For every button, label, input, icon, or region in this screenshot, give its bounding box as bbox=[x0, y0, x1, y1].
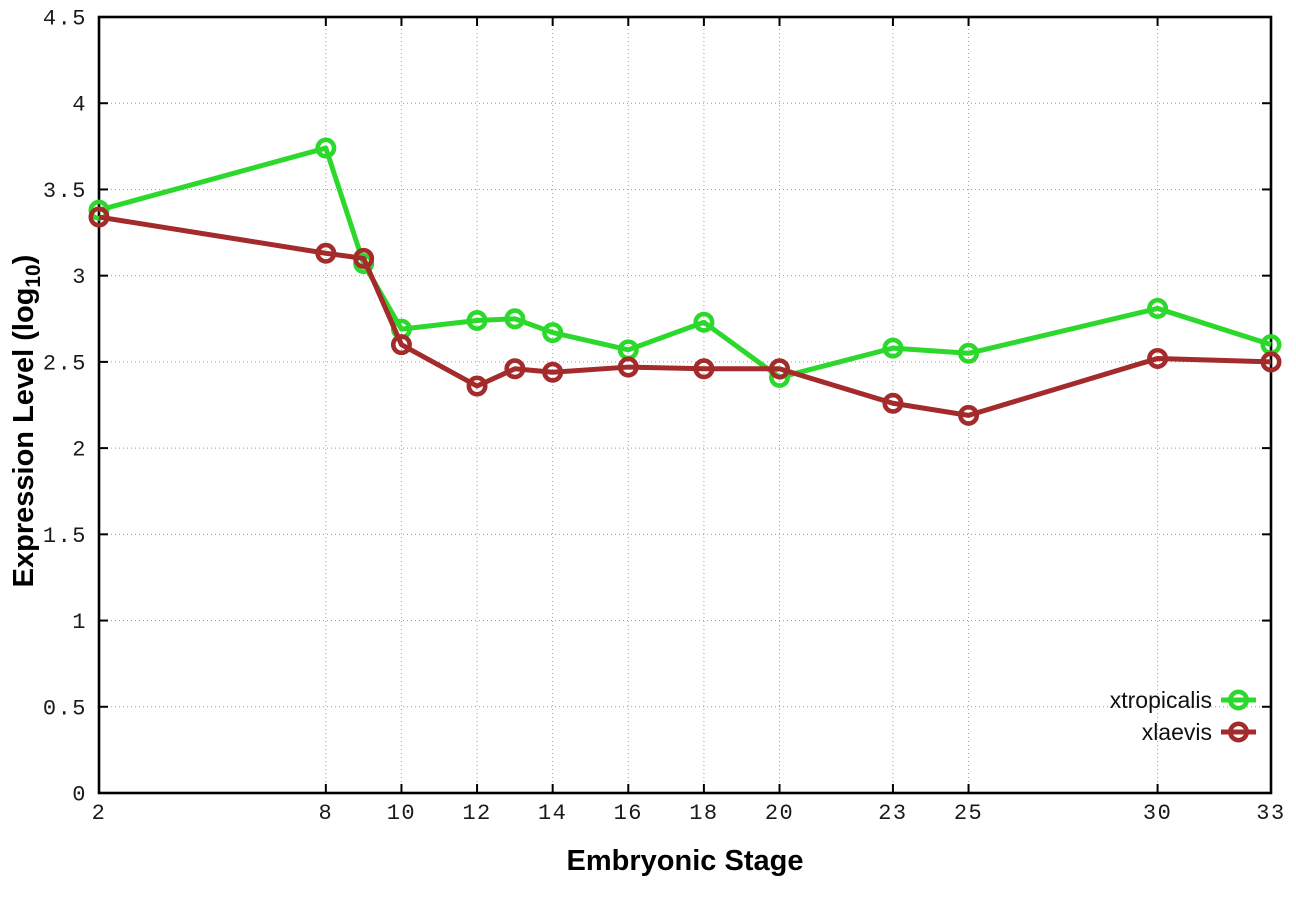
series-line-xtropicalis bbox=[98, 145, 1272, 380]
data-point-xtropicalis bbox=[466, 310, 488, 332]
data-point-xtropicalis bbox=[315, 137, 337, 159]
y-axis-title-text: Expression Level (log bbox=[8, 287, 41, 588]
data-point-xtropicalis bbox=[958, 342, 980, 364]
y-axis-title-close: ) bbox=[8, 254, 41, 265]
plot-frame bbox=[97, 15, 1273, 795]
x-tick-label: 25 bbox=[954, 801, 983, 826]
legend-label: xtropicalis bbox=[1110, 687, 1212, 713]
data-point-xlaevis bbox=[542, 361, 564, 383]
y-tick-label: 3.5 bbox=[43, 179, 87, 204]
y-axis-title-subscript: 10 bbox=[21, 264, 45, 288]
y-tick-label: 1.5 bbox=[43, 524, 87, 549]
legend-marker-icon bbox=[1228, 721, 1250, 743]
data-point-xlaevis bbox=[504, 358, 526, 380]
legend-entry-xtropicalis: xtropicalis bbox=[1110, 687, 1256, 713]
y-tick-label: 0 bbox=[72, 783, 87, 808]
x-tick-label: 18 bbox=[689, 801, 718, 826]
y-tick-label: 2.5 bbox=[43, 351, 87, 376]
y-tick-label: 0.5 bbox=[43, 696, 87, 721]
data-point-xtropicalis bbox=[542, 322, 564, 344]
x-tick-label: 16 bbox=[614, 801, 643, 826]
y-tick-label: 1 bbox=[72, 610, 87, 635]
legend-entry-xlaevis: xlaevis bbox=[1142, 719, 1256, 745]
data-point-xlaevis bbox=[769, 358, 791, 380]
y-tick-label: 3 bbox=[72, 265, 87, 290]
x-tick-label: 23 bbox=[878, 801, 907, 826]
x-tick-label: 14 bbox=[538, 801, 567, 826]
x-tick-label: 2 bbox=[92, 801, 107, 826]
data-point-xlaevis bbox=[88, 206, 110, 228]
data-point-xlaevis bbox=[353, 247, 375, 269]
y-tick-label: 2 bbox=[72, 438, 87, 463]
data-point-xtropicalis bbox=[504, 308, 526, 330]
data-point-xlaevis bbox=[1260, 351, 1282, 373]
x-tick-label: 20 bbox=[765, 801, 794, 826]
data-point-xlaevis bbox=[390, 334, 412, 356]
y-tick-label: 4 bbox=[72, 93, 87, 118]
data-point-xtropicalis bbox=[693, 311, 715, 333]
data-point-xtropicalis bbox=[882, 337, 904, 359]
data-point-xlaevis bbox=[315, 242, 337, 264]
data-point-xlaevis bbox=[466, 375, 488, 397]
x-tick-label: 10 bbox=[387, 801, 416, 826]
data-point-xlaevis bbox=[617, 356, 639, 378]
legend-marker-icon bbox=[1228, 689, 1250, 711]
data-point-xlaevis bbox=[882, 392, 904, 414]
y-axis-title: Expression Level (log10) bbox=[8, 255, 46, 588]
legend-label: xlaevis bbox=[1142, 719, 1212, 745]
data-point-xtropicalis bbox=[1147, 297, 1169, 319]
x-tick-label: 12 bbox=[462, 801, 491, 826]
data-point-xlaevis bbox=[1147, 347, 1169, 369]
data-point-xlaevis bbox=[693, 358, 715, 380]
x-tick-label: 8 bbox=[318, 801, 333, 826]
x-tick-label: 33 bbox=[1256, 801, 1285, 826]
series-line-xlaevis bbox=[98, 214, 1272, 418]
x-tick-label: 30 bbox=[1143, 801, 1172, 826]
x-axis-title: Embryonic Stage bbox=[566, 845, 804, 877]
y-tick-label: 4.5 bbox=[43, 7, 87, 32]
data-point-xlaevis bbox=[958, 404, 980, 426]
